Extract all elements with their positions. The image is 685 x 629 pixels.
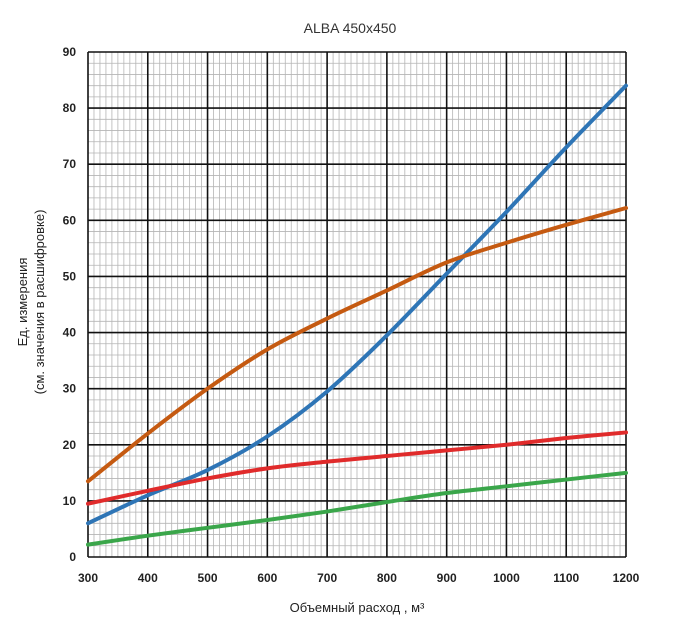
x-tick-label: 1000 <box>493 571 520 585</box>
y-tick-labels: 0 10 20 30 40 50 60 70 80 90 <box>63 45 77 564</box>
x-tick-label: 300 <box>78 571 98 585</box>
y-axis-label-line1: Ед. измерения <box>15 258 30 347</box>
x-tick-labels: 300 400 500 600 700 800 900 1000 1100 1200 <box>78 571 640 585</box>
x-tick-label: 800 <box>377 571 397 585</box>
y-tick-label: 0 <box>69 550 76 564</box>
x-axis-label: Объемный расход , м³ <box>290 600 425 615</box>
y-tick-label: 40 <box>63 326 77 340</box>
y-tick-label: 10 <box>63 494 77 508</box>
y-tick-label: 70 <box>63 157 77 171</box>
series-line-1 <box>86 83 628 526</box>
y-tick-label: 20 <box>63 438 77 452</box>
x-tick-label: 600 <box>257 571 277 585</box>
series-group <box>86 83 628 547</box>
x-tick-label: 900 <box>437 571 457 585</box>
series-line-3 <box>86 430 628 506</box>
x-tick-label: 500 <box>198 571 218 585</box>
y-tick-label: 60 <box>63 213 77 227</box>
y-tick-label: 30 <box>63 382 77 396</box>
chart-title: ALBA 450x450 <box>304 20 397 36</box>
x-tick-label: 1100 <box>553 571 579 585</box>
series-line-4 <box>86 470 628 547</box>
y-tick-label: 50 <box>63 269 77 283</box>
x-tick-label: 1200 <box>613 571 640 585</box>
series-line-2 <box>86 205 628 484</box>
y-axis-label-line2: (см. значения в расшифровке) <box>32 210 47 395</box>
x-tick-label: 700 <box>317 571 337 585</box>
y-tick-label: 90 <box>63 45 77 59</box>
y-tick-label: 80 <box>63 101 77 115</box>
grid-major <box>87 51 627 558</box>
x-tick-label: 400 <box>138 571 158 585</box>
